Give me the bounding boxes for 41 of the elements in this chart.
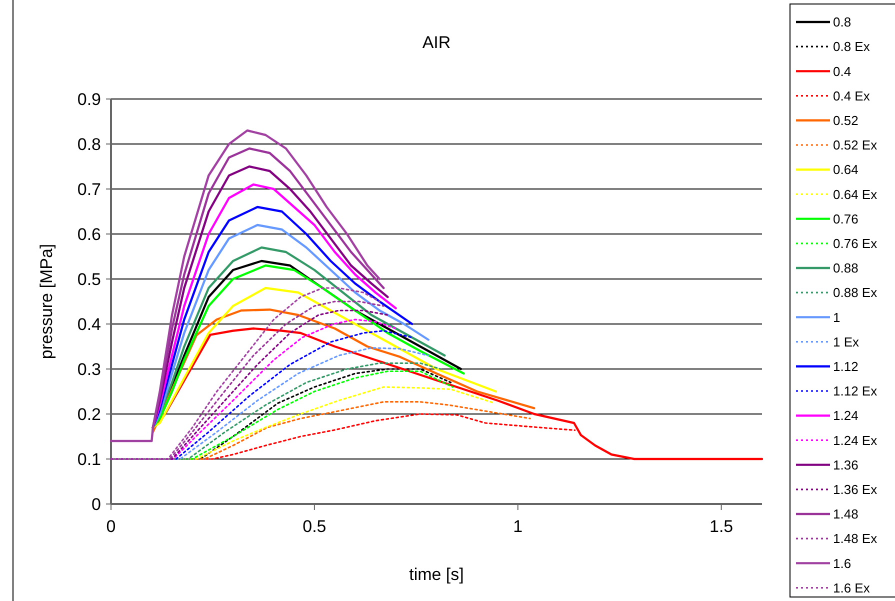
y-axis-title: pressure [MPa] xyxy=(37,244,56,360)
chart-title: AIR xyxy=(422,33,451,52)
legend-label: 0.88 Ex xyxy=(833,285,878,300)
y-tick-label: 0.4 xyxy=(77,314,101,334)
legend-label: 1.24 xyxy=(833,408,858,424)
legend-label: 0.4 Ex xyxy=(833,88,870,104)
legend-label: 1.6 Ex xyxy=(833,580,870,596)
y-tick-label: 0.5 xyxy=(77,270,101,289)
legend-label: 1.36 Ex xyxy=(833,482,878,497)
legend-label: 0.76 Ex xyxy=(833,236,878,251)
legend-label: 1 xyxy=(833,310,840,325)
legend-label: 0.8 Ex xyxy=(833,39,870,54)
y-tick-label: 0.9 xyxy=(77,90,101,109)
legend-label: 0.8 xyxy=(833,14,852,30)
x-tick-label: 1.5 xyxy=(709,517,734,536)
legend-label: 0.88 xyxy=(833,260,858,276)
y-tick-label: 0.6 xyxy=(77,224,101,244)
legend-label: 0.64 xyxy=(833,162,858,178)
legend-label: 1.48 xyxy=(833,506,858,522)
y-tick-label: 0.8 xyxy=(77,134,101,154)
legend-label: 1 Ex xyxy=(833,334,860,350)
legend-label: 1.6 xyxy=(833,556,852,571)
y-tick-label: 0.3 xyxy=(77,360,101,379)
y-tick-label: 0.2 xyxy=(77,404,101,424)
legend-label: 0.64 Ex xyxy=(833,186,878,202)
legend-label: 0.52 Ex xyxy=(833,138,878,153)
legend-label: 1.12 Ex xyxy=(833,384,878,399)
x-axis-title: time [s] xyxy=(409,565,464,584)
y-tick-label: 0.1 xyxy=(77,450,101,469)
legend-label: 0.4 xyxy=(833,64,852,79)
legend-label: 0.76 xyxy=(833,211,858,226)
legend-label: 1.24 Ex xyxy=(833,432,878,448)
y-tick-label: 0 xyxy=(92,494,101,514)
x-tick-label: 0 xyxy=(106,517,116,536)
x-tick-label: 1 xyxy=(513,517,523,536)
legend-label: 0.52 xyxy=(833,112,858,128)
legend-label: 1.48 Ex xyxy=(833,531,878,546)
x-tick-label: 0.5 xyxy=(302,517,326,536)
y-tick-label: 0.7 xyxy=(77,180,101,199)
legend-label: 1.12 xyxy=(833,358,858,374)
legend-label: 1.36 xyxy=(833,457,858,472)
